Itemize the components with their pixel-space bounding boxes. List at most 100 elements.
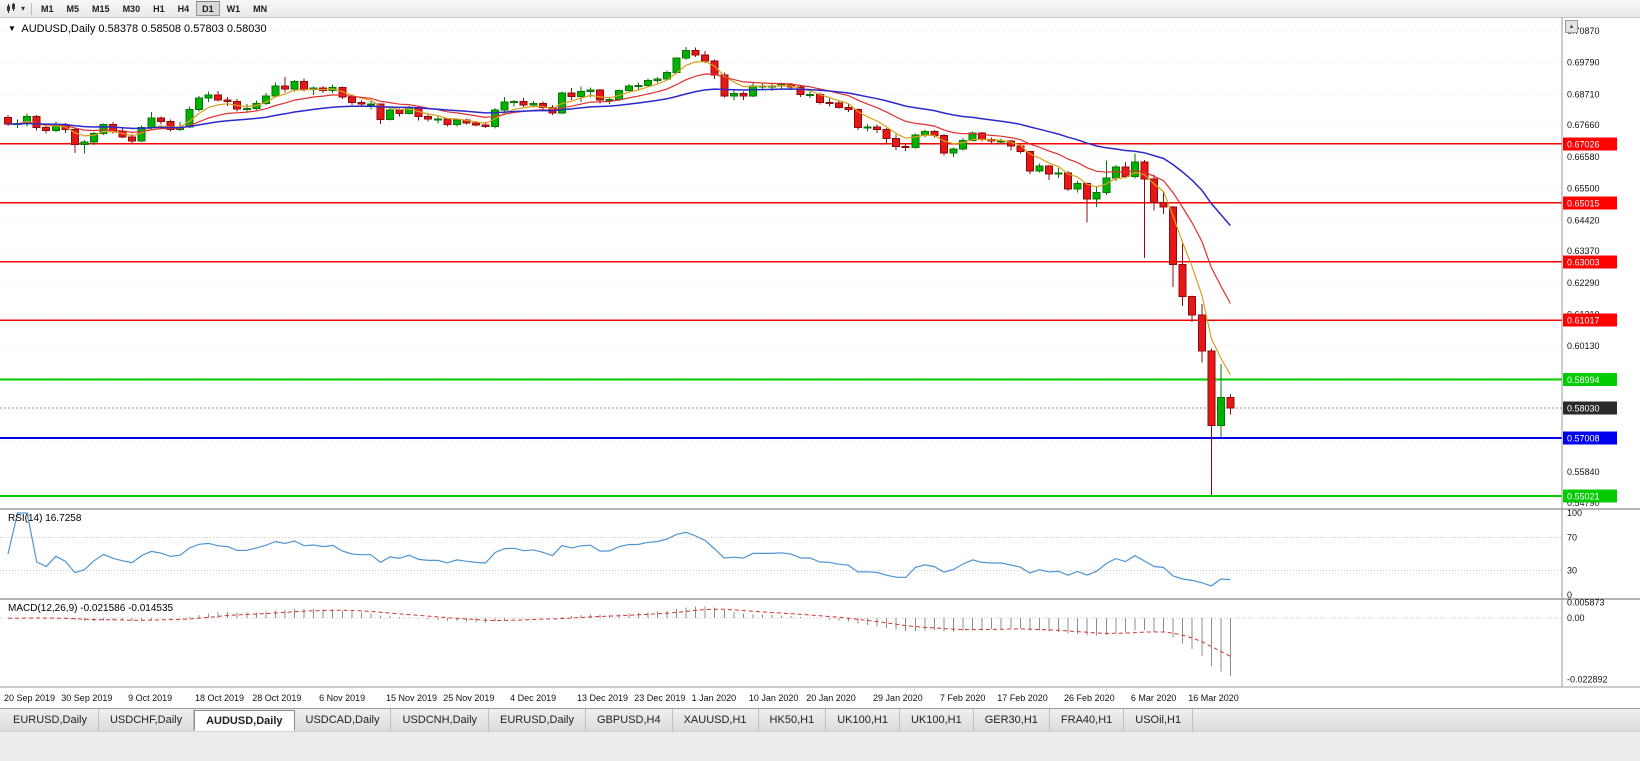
svg-text:15 Nov 2019: 15 Nov 2019 [386, 693, 437, 703]
svg-text:0.66580: 0.66580 [1567, 152, 1600, 162]
tf-button-m15[interactable]: M15 [86, 1, 116, 16]
horizontal-level-lines [0, 143, 1562, 498]
svg-text:16 Mar 2020: 16 Mar 2020 [1188, 693, 1239, 703]
ma-line-ma-fast [7, 60, 1231, 375]
chart-tab-fra40-h1[interactable]: FRA40,H1 [1050, 709, 1125, 731]
chart-region[interactable]: 0.70870 0.69790 0.68710 0.67660 0.66580 0.655… [0, 18, 1640, 708]
svg-text:9 Oct 2019: 9 Oct 2019 [128, 693, 172, 703]
tf-button-h4[interactable]: H4 [172, 1, 196, 16]
svg-text:0.69790: 0.69790 [1567, 58, 1600, 68]
chart-tab-gbpusd-h4[interactable]: GBPUSD,H4 [586, 709, 673, 731]
svg-text:0.55021: 0.55021 [1567, 492, 1600, 502]
panel-splitters[interactable] [0, 508, 1640, 600]
chart-tab-audusd-daily[interactable]: AUDUSD,Daily [194, 710, 295, 731]
rsi-panel: 100 70 30 0 [0, 508, 1582, 600]
svg-text:0.70870: 0.70870 [1567, 26, 1600, 36]
candles [4, 47, 1235, 496]
chart-tab-eurusd-daily[interactable]: EURUSD,Daily [2, 709, 99, 731]
tf-button-m5[interactable]: M5 [61, 1, 86, 16]
svg-text:0.60130: 0.60130 [1567, 341, 1600, 351]
svg-text:29 Jan 2020: 29 Jan 2020 [873, 693, 923, 703]
toolbar-separator [31, 2, 33, 15]
chart-tab-hk50-h1[interactable]: HK50,H1 [759, 709, 827, 731]
timeframe-toolbar: ▾ M1 M5 M15 M30 H1 H4 D1 W1 MN [0, 0, 1640, 18]
axis-scroll-up-button[interactable]: ▴ [1565, 20, 1578, 33]
price-grid [0, 30, 1562, 504]
macd-label: MACD(12,26,9) -0.021586 -0.014535 [8, 603, 173, 614]
svg-text:6 Nov 2019: 6 Nov 2019 [319, 693, 365, 703]
chart-tab-usdcnh-daily[interactable]: USDCNH,Daily [391, 709, 490, 731]
svg-text:0.58030: 0.58030 [1567, 403, 1600, 413]
macd-panel: 0.005873 0.00 -0.022892 [0, 597, 1608, 684]
date-axis: 20 Sep 2019 30 Sep 2019 9 Oct 2019 18 Oct 2… [0, 686, 1640, 703]
chart-ohlc-values: 0.58378 0.58508 0.57803 0.58030 [98, 23, 267, 35]
svg-text:10 Jan 2020: 10 Jan 2020 [749, 693, 799, 703]
tf-button-mn[interactable]: MN [247, 1, 273, 16]
svg-text:0.65500: 0.65500 [1567, 184, 1600, 194]
svg-text:0.67660: 0.67660 [1567, 120, 1600, 130]
ma-line-ma-slow [8, 88, 1231, 227]
tf-button-m30[interactable]: M30 [117, 1, 147, 16]
svg-text:0.61017: 0.61017 [1567, 316, 1600, 326]
svg-text:0.68710: 0.68710 [1567, 89, 1600, 99]
svg-text:0.005873: 0.005873 [1567, 597, 1605, 607]
svg-text:0.63370: 0.63370 [1567, 246, 1600, 256]
svg-text:20 Jan 2020: 20 Jan 2020 [806, 693, 856, 703]
svg-text:30 Sep 2019: 30 Sep 2019 [61, 693, 112, 703]
tf-button-m1[interactable]: M1 [35, 1, 60, 16]
svg-text:0.62290: 0.62290 [1567, 278, 1600, 288]
svg-text:26 Feb 2020: 26 Feb 2020 [1064, 693, 1115, 703]
chart-tab-ger30-h1[interactable]: GER30,H1 [974, 709, 1050, 731]
svg-text:20 Sep 2019: 20 Sep 2019 [4, 693, 55, 703]
symbol-dropdown-icon[interactable]: ▼ [8, 24, 16, 33]
price-badges: 0.67026 0.65015 0.63003 0.61017 0.58994 0.570… [1563, 137, 1617, 503]
tf-button-d1[interactable]: D1 [196, 1, 220, 16]
chart-window-icon[interactable]: ▾ [3, 3, 28, 14]
svg-text:0.54790: 0.54790 [1567, 498, 1600, 508]
mini-candles-icon [7, 3, 15, 13]
ma-line-ma-mid [7, 73, 1231, 304]
svg-text:13 Dec 2019: 13 Dec 2019 [577, 693, 628, 703]
macd-signal-line [8, 608, 1231, 657]
chart-tab-usdchf-daily[interactable]: USDCHF,Daily [99, 709, 195, 731]
chart-tab-usdcad-daily[interactable]: USDCAD,Daily [295, 709, 392, 731]
svg-text:1 Jan 2020: 1 Jan 2020 [692, 693, 737, 703]
svg-text:6 Mar 2020: 6 Mar 2020 [1131, 693, 1177, 703]
rsi-value: 16.7258 [45, 513, 82, 524]
svg-text:0.64420: 0.64420 [1567, 215, 1600, 225]
svg-text:0.63003: 0.63003 [1567, 257, 1600, 267]
tf-button-w1[interactable]: W1 [221, 1, 247, 16]
status-bar [0, 731, 1640, 761]
timeframe-buttons: M1 M5 M15 M30 H1 H4 D1 W1 MN [35, 1, 273, 16]
svg-text:100: 100 [1567, 508, 1582, 518]
svg-text:17 Feb 2020: 17 Feb 2020 [997, 693, 1048, 703]
chart-dropdown-icon: ▾ [21, 4, 26, 13]
chart-tab-bar: EURUSD,Daily USDCHF,Daily AUDUSD,Daily USDC… [0, 708, 1640, 731]
svg-text:0.65015: 0.65015 [1567, 198, 1600, 208]
macd-name: MACD(12,26,9) [8, 603, 78, 614]
chart-canvas[interactable]: 0.70870 0.69790 0.68710 0.67660 0.66580 0.655… [0, 18, 1640, 708]
svg-text:4 Dec 2019: 4 Dec 2019 [510, 693, 556, 703]
svg-text:-0.022892: -0.022892 [1567, 674, 1608, 684]
chart-tab-uk100-h1[interactable]: UK100,H1 [900, 709, 974, 731]
svg-text:0.57008: 0.57008 [1567, 433, 1600, 443]
tf-button-h1[interactable]: H1 [147, 1, 171, 16]
svg-text:0: 0 [1567, 590, 1572, 600]
macd-value: -0.021586 -0.014535 [80, 603, 174, 614]
macd-histogram [17, 606, 1231, 677]
svg-text:0.55840: 0.55840 [1567, 467, 1600, 477]
svg-text:23 Dec 2019: 23 Dec 2019 [634, 693, 685, 703]
svg-text:25 Nov 2019: 25 Nov 2019 [443, 693, 494, 703]
chart-tab-usoil-h1[interactable]: USOil,H1 [1124, 709, 1194, 731]
svg-text:70: 70 [1567, 533, 1577, 543]
chart-tab-eurusd-daily[interactable]: EURUSD,Daily [489, 709, 586, 731]
svg-text:28 Oct 2019: 28 Oct 2019 [252, 693, 301, 703]
svg-text:7 Feb 2020: 7 Feb 2020 [940, 693, 986, 703]
svg-text:0.00: 0.00 [1567, 613, 1585, 623]
chart-tab-uk100-h1[interactable]: UK100,H1 [826, 709, 900, 731]
chart-title: ▼ AUDUSD,Daily 0.58378 0.58508 0.57803 0… [8, 23, 267, 35]
rsi-name: RSI(14) [8, 513, 43, 524]
chart-tab-xauusd-h1[interactable]: XAUUSD,H1 [673, 709, 759, 731]
svg-text:30: 30 [1567, 565, 1577, 575]
